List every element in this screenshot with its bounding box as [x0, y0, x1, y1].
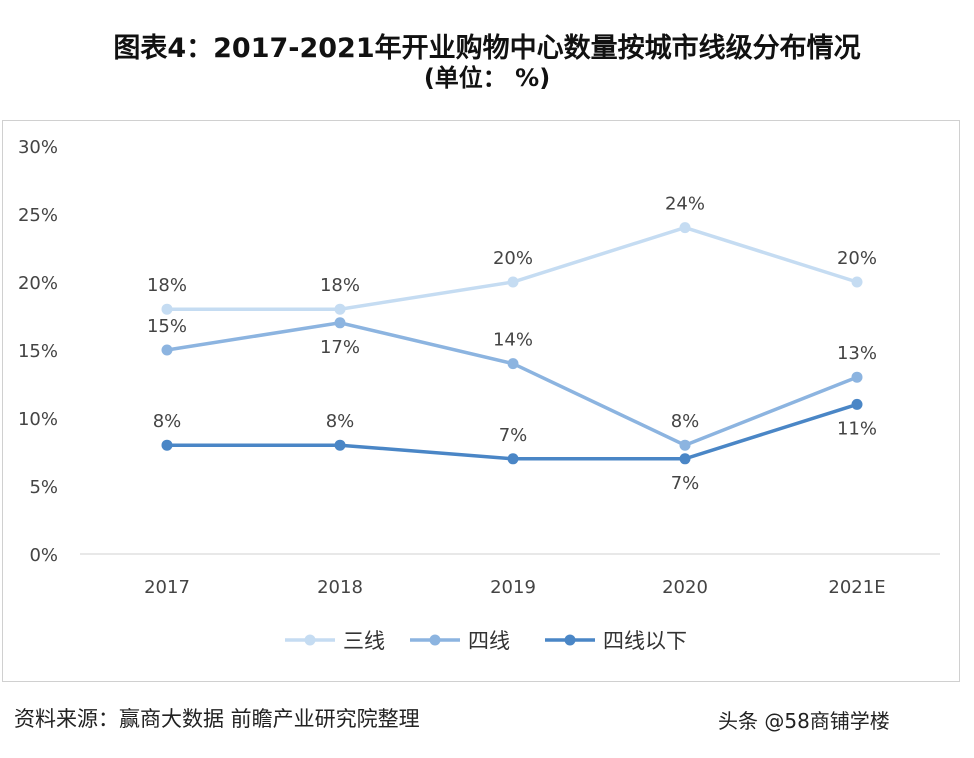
data-point — [679, 439, 691, 451]
data-point — [679, 453, 691, 465]
data-label: 15% — [147, 316, 187, 337]
data-point — [507, 453, 519, 465]
data-point — [161, 303, 173, 315]
data-point — [161, 439, 173, 451]
data-label: 11% — [837, 418, 877, 439]
legend-label: 四线以下 — [603, 629, 687, 653]
legend-marker — [304, 634, 316, 646]
y-tick-label: 5% — [29, 477, 58, 498]
data-point — [851, 371, 863, 383]
data-point — [507, 358, 519, 370]
x-tick-label: 2017 — [144, 577, 190, 598]
y-tick-label: 20% — [18, 273, 58, 294]
data-label: 18% — [320, 275, 360, 296]
y-tick-label: 30% — [18, 137, 58, 158]
data-point — [161, 344, 173, 356]
chart-frame — [2, 120, 960, 682]
y-tick-label: 10% — [18, 409, 58, 430]
data-label: 20% — [837, 248, 877, 269]
legend-marker — [429, 634, 441, 646]
data-label: 20% — [493, 248, 533, 269]
legend-label: 四线 — [468, 629, 510, 653]
x-tick-label: 2020 — [662, 577, 708, 598]
data-label: 8% — [671, 411, 700, 432]
source-note: 资料来源：赢商大数据 前瞻产业研究院整理 — [14, 707, 420, 731]
data-label: 8% — [326, 411, 355, 432]
data-label: 24% — [665, 194, 705, 215]
data-label: 7% — [499, 425, 528, 446]
data-point — [679, 222, 691, 234]
data-point — [851, 398, 863, 410]
data-label: 8% — [153, 411, 182, 432]
chart-title: 图表4：2017-2021年开业购物中心数量按城市线级分布情况 — [113, 33, 861, 64]
x-tick-label: 2021E — [828, 577, 885, 598]
watermark: 头条 @58商铺学楼 — [718, 709, 890, 733]
data-point — [507, 276, 519, 288]
y-tick-label: 0% — [29, 545, 58, 566]
legend-label: 三线 — [343, 629, 385, 653]
x-tick-label: 2018 — [317, 577, 363, 598]
data-label: 17% — [320, 337, 360, 358]
data-label: 14% — [493, 330, 533, 351]
data-label: 7% — [671, 473, 700, 494]
data-point — [334, 317, 346, 329]
y-tick-label: 15% — [18, 341, 58, 362]
legend-marker — [564, 634, 576, 646]
data-point — [334, 439, 346, 451]
data-point — [851, 276, 863, 288]
chart-unit: (单位： %) — [423, 64, 551, 92]
y-tick-label: 25% — [18, 205, 58, 226]
data-point — [334, 303, 346, 315]
data-label: 13% — [837, 343, 877, 364]
data-label: 18% — [147, 275, 187, 296]
x-tick-label: 2019 — [490, 577, 536, 598]
